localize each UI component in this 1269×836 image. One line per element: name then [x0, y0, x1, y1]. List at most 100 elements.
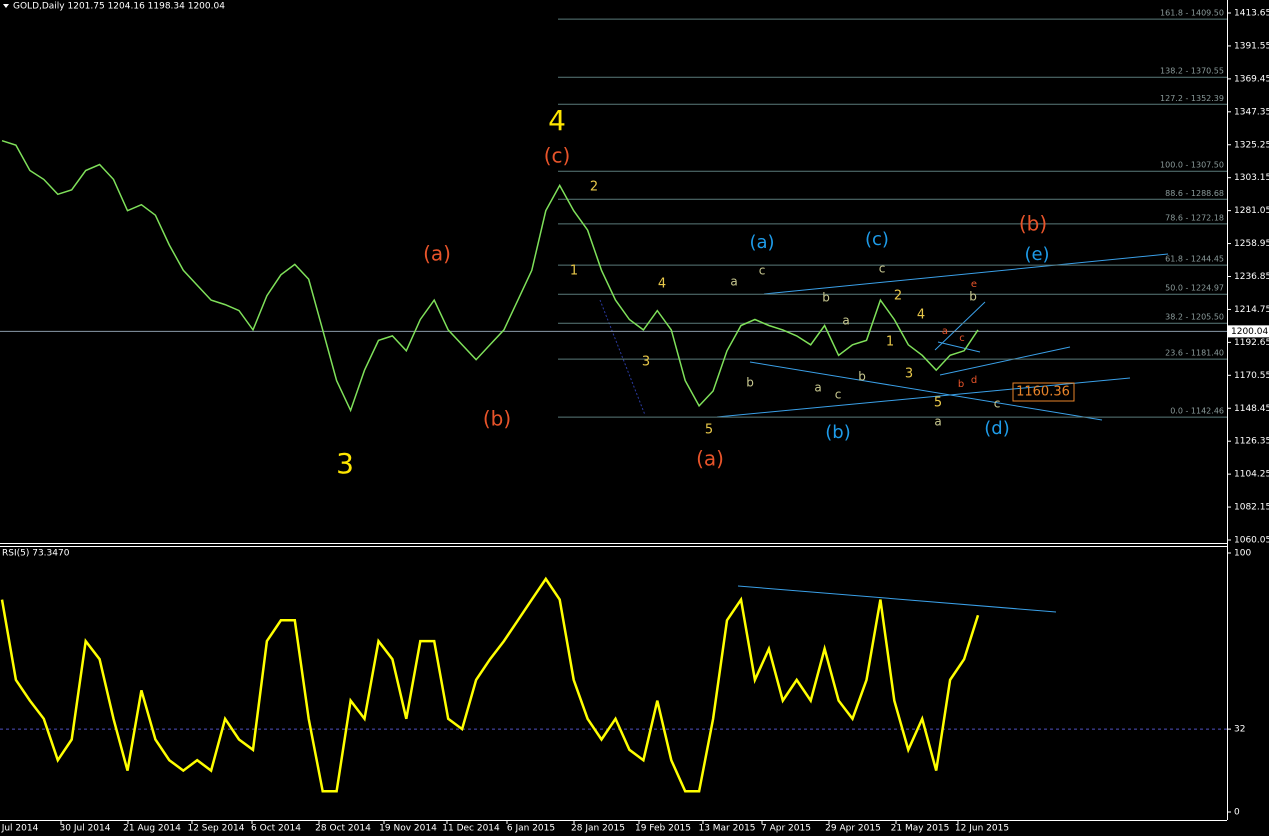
- wave-label: (c): [544, 144, 571, 168]
- y-tick-label: 1104.25: [1234, 470, 1269, 480]
- y-tick-label: 1060.05: [1234, 536, 1269, 546]
- trendline: [716, 377, 1131, 418]
- last-price-label: 1200.04: [1231, 327, 1268, 337]
- y-tick-label: 100: [1234, 549, 1251, 559]
- dotted-trendline: [599, 299, 646, 416]
- fib-label: 161.8 - 1409.50: [1160, 9, 1224, 18]
- y-tick-label: 1214.75: [1234, 305, 1269, 315]
- wave-label: (c): [865, 229, 889, 250]
- x-tick-label: 21 Aug 2014: [123, 824, 181, 834]
- wave-label: a: [730, 275, 737, 289]
- trendline: [763, 253, 1169, 295]
- wave-label: d: [971, 375, 977, 386]
- wave-label: b: [969, 290, 977, 304]
- y-tick-label: 1303.15: [1234, 173, 1269, 183]
- fib-label: 61.8 - 1244.45: [1165, 255, 1224, 264]
- x-tick-label: 21 May 2015: [891, 824, 950, 834]
- trendline: [934, 301, 986, 351]
- y-tick-label: 0: [1234, 808, 1240, 818]
- y-tick-label: 1369.45: [1234, 74, 1269, 84]
- wave-label: 3: [336, 447, 354, 480]
- y-tick-label: 1236.85: [1234, 272, 1269, 282]
- x-tick-label: Jul 2014: [1, 824, 39, 834]
- x-tick-label: 28 Jan 2015: [571, 824, 625, 834]
- wave-label: b: [746, 376, 754, 390]
- fib-label: 38.2 - 1205.50: [1165, 313, 1224, 322]
- x-tick-label: 12 Jun 2015: [955, 824, 1009, 834]
- fib-label: 0.0 - 1142.46: [1170, 407, 1224, 416]
- x-tick-label: 19 Feb 2015: [635, 824, 691, 834]
- fib-label: 78.6 - 1272.18: [1165, 213, 1224, 222]
- x-tick-label: 29 Apr 2015: [825, 824, 881, 834]
- wave-label: c: [959, 333, 965, 344]
- wave-label: b: [858, 370, 866, 384]
- x-tick-label: 12 Sep 2014: [187, 824, 244, 834]
- wave-label: 2: [894, 289, 902, 304]
- wave-label: c: [835, 388, 842, 402]
- y-tick-label: 1347.35: [1234, 107, 1269, 117]
- y-tick-label: 1126.35: [1234, 437, 1269, 447]
- wave-label: (a): [423, 242, 451, 266]
- x-tick-label: 6 Oct 2014: [251, 824, 301, 834]
- wave-label: 4: [548, 104, 566, 137]
- y-tick-label: 1413.65: [1234, 9, 1269, 19]
- wave-label: 1: [886, 335, 894, 350]
- rsi-trendline: [737, 585, 1057, 613]
- fib-label: 50.0 - 1224.97: [1165, 284, 1224, 293]
- trendline: [749, 361, 1103, 421]
- menu-arrow: [3, 4, 9, 8]
- wave-label: 1: [570, 264, 578, 279]
- wave-label: (b): [825, 422, 850, 443]
- x-tick-label: 6 Jan 2015: [507, 824, 555, 834]
- y-tick-label: 1170.55: [1234, 371, 1269, 381]
- fib-label: 138.2 - 1370.55: [1160, 67, 1224, 76]
- wave-label: 5: [705, 423, 713, 438]
- wave-label: (a): [749, 232, 774, 253]
- wave-label: a: [942, 326, 948, 337]
- wave-label: 2: [590, 180, 598, 195]
- target-box: [1012, 382, 1075, 402]
- wave-label: 3: [905, 367, 913, 382]
- x-tick-label: 11 Dec 2014: [442, 824, 500, 834]
- y-tick-label: 1325.25: [1234, 140, 1269, 150]
- wave-label: c: [759, 264, 766, 278]
- y-tick-label: 1192.65: [1234, 338, 1269, 348]
- wave-label: 4: [917, 308, 925, 323]
- wave-label: 3: [642, 355, 650, 370]
- rsi-line: [0, 576, 980, 793]
- wave-label: (a): [696, 447, 724, 471]
- wave-label: b: [958, 379, 964, 390]
- target-label: 1160.36: [1016, 385, 1070, 400]
- wave-label: a: [814, 381, 821, 395]
- x-tick-label: 30 Jul 2014: [60, 824, 111, 834]
- wave-label: a: [934, 415, 941, 429]
- y-tick-label: 1391.55: [1234, 41, 1269, 51]
- x-tick-label: 28 Oct 2014: [315, 824, 371, 834]
- wave-label: (e): [1024, 244, 1049, 265]
- wave-label: a: [842, 314, 849, 328]
- wave-label: e: [971, 279, 977, 290]
- chart-header: GOLD,Daily 1201.75 1204.16 1198.34 1200.…: [13, 2, 225, 12]
- wave-label: 4: [658, 277, 666, 292]
- x-tick-label: 7 Apr 2015: [761, 824, 811, 834]
- wave-label: b: [822, 291, 830, 305]
- rsi-title: RSI(5) 73.3470: [2, 549, 70, 559]
- wave-label: (b): [483, 407, 511, 431]
- y-tick-label: 1148.45: [1234, 404, 1269, 414]
- trendline: [937, 341, 981, 353]
- wave-label: c: [994, 397, 1001, 411]
- price-line: [1, 139, 979, 413]
- x-tick-label: 13 Mar 2015: [698, 824, 755, 834]
- trendlines: [716, 253, 1169, 613]
- last-price-box: [1228, 325, 1269, 338]
- wave-label: (d): [984, 418, 1009, 439]
- y-tick-label: 1082.15: [1234, 503, 1269, 513]
- fib-label: 23.6 - 1181.40: [1165, 349, 1224, 358]
- wave-label: 5: [934, 396, 942, 411]
- wave-label: (b): [1019, 212, 1047, 236]
- fib-label: 100.0 - 1307.50: [1160, 161, 1224, 170]
- y-tick-label: 32: [1234, 725, 1245, 735]
- trendline: [939, 346, 1071, 376]
